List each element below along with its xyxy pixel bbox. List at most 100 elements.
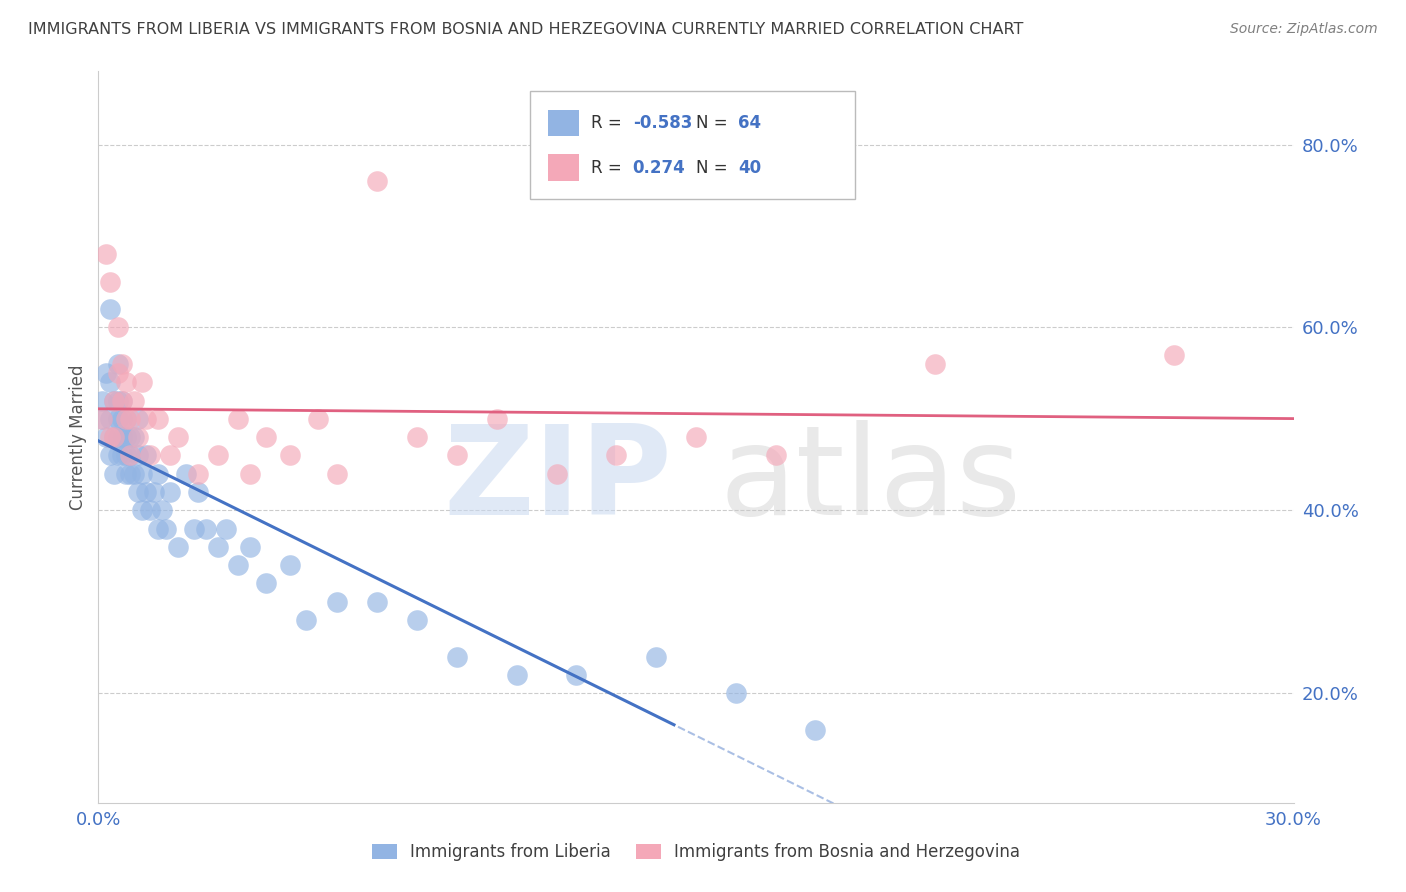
Point: [167, 540, 190, 554]
Text: 64: 64: [738, 114, 761, 132]
Point: [131, 375, 153, 389]
Point: [91, 412, 114, 426]
Point: [148, 412, 170, 426]
Point: [724, 686, 747, 700]
Point: [150, 503, 173, 517]
Point: [326, 594, 349, 608]
Point: [254, 576, 277, 591]
Point: [103, 430, 125, 444]
Point: [174, 467, 197, 481]
Point: [115, 412, 138, 426]
Point: [115, 430, 138, 444]
Point: [107, 393, 129, 408]
Point: [120, 467, 142, 481]
Point: [124, 393, 146, 408]
Point: [98, 275, 122, 289]
Point: [148, 521, 170, 535]
Point: [254, 430, 277, 444]
Point: [111, 430, 134, 444]
Point: [120, 430, 142, 444]
Point: [326, 467, 349, 481]
Point: [148, 467, 170, 481]
Legend: Immigrants from Liberia, Immigrants from Bosnia and Herzegovina: Immigrants from Liberia, Immigrants from…: [366, 837, 1026, 868]
Point: [111, 448, 134, 462]
Point: [96, 366, 118, 380]
Point: [115, 467, 138, 481]
Point: [103, 393, 125, 408]
Text: R =: R =: [591, 159, 631, 177]
Point: [98, 302, 122, 317]
Point: [107, 357, 129, 371]
Point: [115, 375, 138, 389]
Y-axis label: Currently Married: Currently Married: [69, 364, 87, 510]
Point: [294, 613, 316, 627]
Point: [131, 467, 153, 481]
Point: [187, 467, 209, 481]
Point: [446, 448, 468, 462]
Point: [226, 412, 249, 426]
Point: [98, 430, 122, 444]
Point: [565, 667, 588, 681]
Point: [91, 412, 114, 426]
Point: [107, 430, 129, 444]
Point: [115, 412, 138, 426]
Point: [127, 430, 149, 444]
Point: [124, 467, 146, 481]
Point: [215, 521, 238, 535]
Point: [143, 485, 166, 500]
Point: [307, 412, 329, 426]
Text: N =: N =: [696, 114, 733, 132]
Point: [239, 540, 262, 554]
Point: [195, 521, 218, 535]
Point: [406, 430, 429, 444]
Point: [685, 430, 707, 444]
Point: [485, 412, 508, 426]
Point: [159, 448, 181, 462]
Point: [96, 247, 118, 261]
Point: [115, 448, 138, 462]
Point: [135, 412, 157, 426]
Point: [124, 430, 146, 444]
Point: [91, 393, 114, 408]
Text: 0.274: 0.274: [633, 159, 686, 177]
Text: -0.583: -0.583: [633, 114, 692, 132]
Point: [120, 448, 142, 462]
Point: [446, 649, 468, 664]
Point: [107, 366, 129, 380]
Point: [103, 393, 125, 408]
Point: [765, 448, 787, 462]
Point: [278, 558, 301, 573]
Point: [98, 448, 122, 462]
Point: [98, 412, 122, 426]
Point: [278, 448, 301, 462]
Point: [226, 558, 249, 573]
Point: [103, 430, 125, 444]
Point: [406, 613, 429, 627]
Point: [183, 521, 205, 535]
Point: [804, 723, 827, 737]
Point: [103, 467, 125, 481]
Point: [98, 375, 122, 389]
Point: [207, 448, 229, 462]
Point: [111, 393, 134, 408]
Point: [924, 357, 946, 371]
Point: [1163, 348, 1185, 362]
Point: [167, 430, 190, 444]
Point: [645, 649, 668, 664]
Point: [159, 485, 181, 500]
Point: [107, 412, 129, 426]
Point: [605, 448, 627, 462]
Point: [107, 320, 129, 334]
Point: [96, 430, 118, 444]
Point: [120, 412, 142, 426]
Point: [187, 485, 209, 500]
Point: [239, 467, 262, 481]
Point: [120, 448, 142, 462]
Point: [366, 174, 388, 188]
Point: [139, 503, 162, 517]
Point: [127, 448, 149, 462]
Text: N =: N =: [696, 159, 733, 177]
Point: [131, 503, 153, 517]
Point: [506, 667, 529, 681]
Point: [107, 448, 129, 462]
